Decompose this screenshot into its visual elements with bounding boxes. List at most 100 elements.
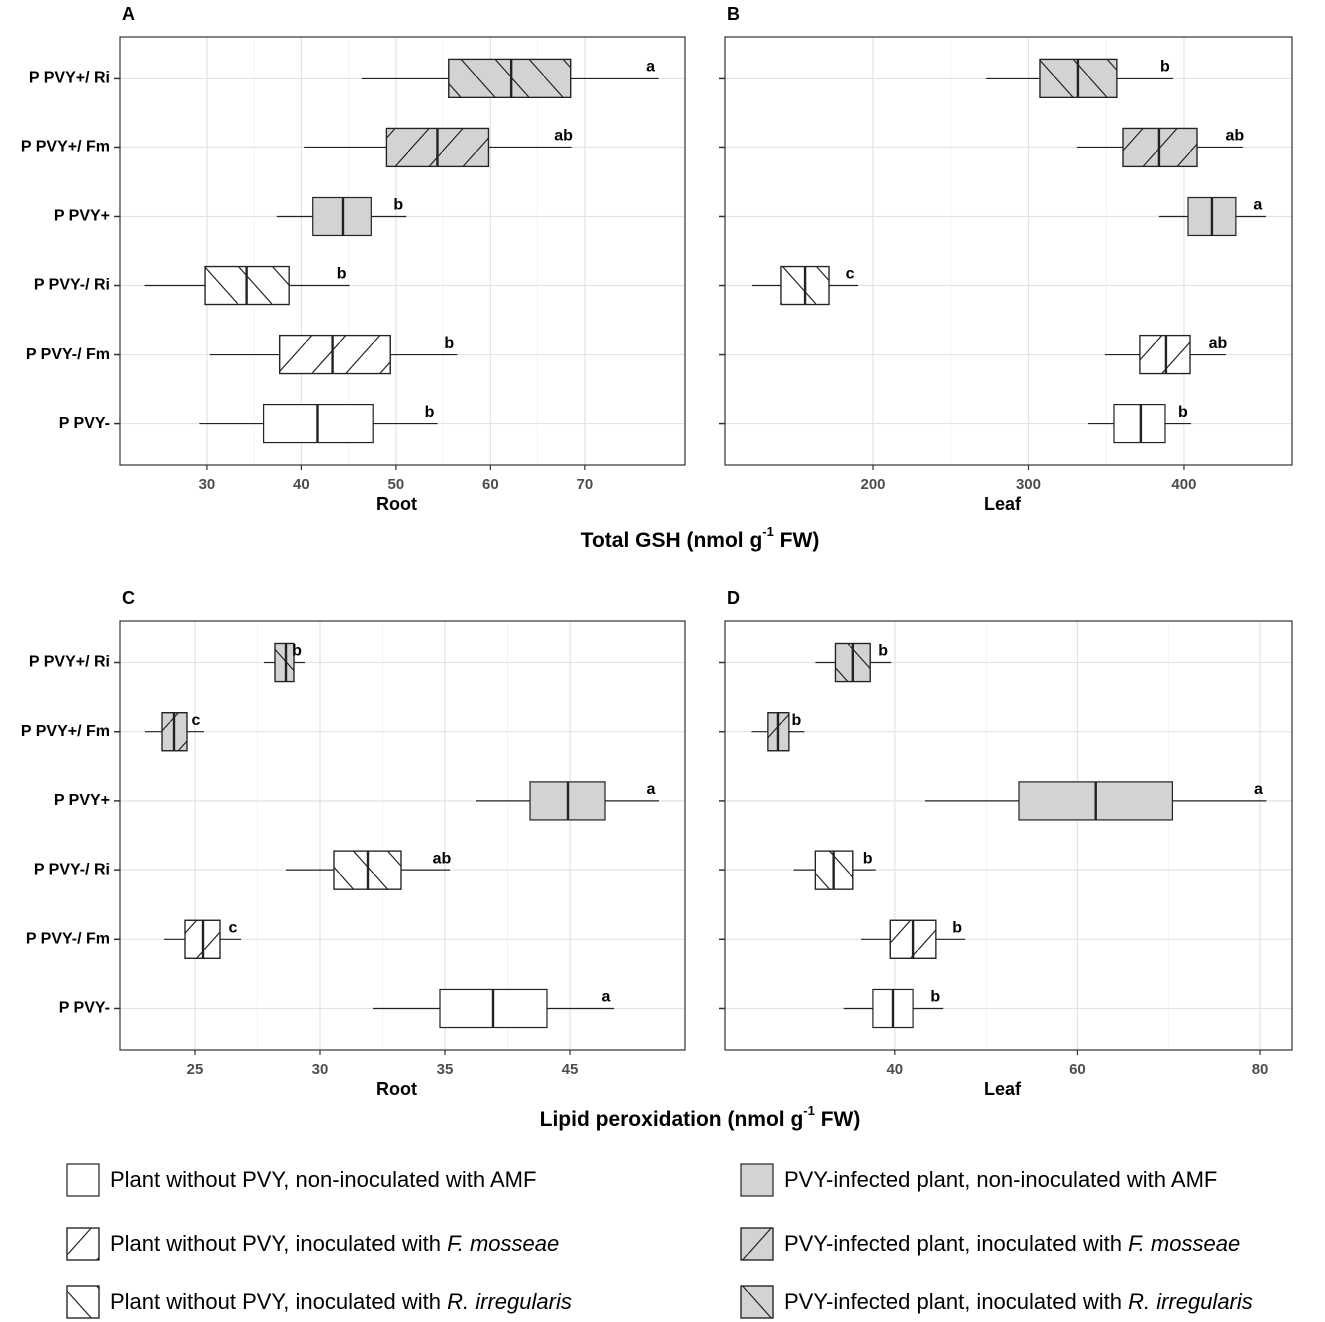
x-tick-label: 60 xyxy=(1069,1061,1086,1078)
legend-swatch xyxy=(66,1163,100,1197)
axis-title-sup: -1 xyxy=(803,1103,815,1118)
significance-letter: c xyxy=(192,712,201,729)
panel-border xyxy=(119,36,686,466)
x-axis-label: Leaf xyxy=(984,1079,1022,1099)
x-tick-label: 50 xyxy=(388,476,405,493)
legend-text: Plant without PVY, non-inoculated with A… xyxy=(110,1167,536,1192)
legend-hatch xyxy=(66,1227,100,1261)
significance-letter: b xyxy=(337,266,347,283)
y-tick-label: P PVY+ xyxy=(54,792,110,809)
axis-title-text: Lipid peroxidation (nmol g xyxy=(540,1108,804,1131)
legend-text: PVY-infected plant, inoculated with xyxy=(784,1289,1128,1314)
box-hatch xyxy=(279,334,391,375)
panel-letter: D xyxy=(727,588,740,608)
significance-letter: ab xyxy=(554,128,573,145)
legend-text: Plant without PVY, inoculated with xyxy=(110,1289,447,1314)
legend-text: PVY-infected plant, inoculated with xyxy=(784,1231,1128,1256)
significance-letter: a xyxy=(647,781,656,798)
legend-label: PVY-infected plant, inoculated with R. i… xyxy=(784,1289,1253,1314)
axis-title-tail: FW) xyxy=(815,1108,860,1131)
legend-label: Plant without PVY, inoculated with F. mo… xyxy=(110,1231,559,1256)
y-tick-label: P PVY-/ Ri xyxy=(34,277,110,294)
x-tick-label: 30 xyxy=(199,476,216,493)
x-axis-label: Root xyxy=(376,1079,417,1099)
significance-letter: b xyxy=(1160,59,1170,76)
significance-letter: b xyxy=(863,850,873,867)
panel-background xyxy=(120,621,685,1050)
x-tick-label: 45 xyxy=(562,1061,579,1078)
significance-letter: b xyxy=(792,712,802,729)
legend-text: Plant without PVY, inoculated with xyxy=(110,1231,447,1256)
significance-letter: a xyxy=(646,59,655,76)
x-tick-label: 300 xyxy=(1016,476,1041,493)
significance-letter: b xyxy=(952,920,962,937)
panel-letter: C xyxy=(122,588,135,608)
legend-label: Plant without PVY, non-inoculated with A… xyxy=(110,1167,536,1192)
y-tick-label: P PVY- xyxy=(59,415,110,432)
panel-letter: B xyxy=(727,4,740,24)
y-tick-label: P PVY-/ Fm xyxy=(26,346,110,363)
x-tick-label: 60 xyxy=(482,476,499,493)
box-hatch xyxy=(274,642,295,683)
x-tick-label: 80 xyxy=(1252,1061,1269,1078)
legend-species: R. irregularis xyxy=(447,1289,572,1314)
significance-letter: ab xyxy=(1226,128,1245,145)
x-tick-label: 200 xyxy=(860,476,885,493)
legend-hatch xyxy=(66,1285,100,1319)
significance-letter: c xyxy=(229,920,238,937)
panel-border xyxy=(724,620,1293,1051)
significance-letter: b xyxy=(1178,404,1188,421)
y-tick-label: P PVY+ xyxy=(54,208,110,225)
y-tick-label: P PVY+/ Ri xyxy=(29,70,110,87)
significance-letter: a xyxy=(1254,781,1263,798)
significance-letter: b xyxy=(878,643,888,660)
significance-letter: ab xyxy=(433,850,452,867)
y-tick-label: P PVY+/ Ri xyxy=(29,654,110,671)
legend-species: F. mosseae xyxy=(447,1231,559,1256)
box-hatch xyxy=(448,58,572,99)
axis-title-sup: -1 xyxy=(762,524,774,539)
x-tick-label: 30 xyxy=(312,1061,329,1078)
significance-letter: ab xyxy=(1209,335,1228,352)
x-tick-label: 400 xyxy=(1171,476,1196,493)
y-tick-label: P PVY- xyxy=(59,1000,110,1017)
significance-letter: b xyxy=(292,643,302,660)
y-tick-label: P PVY-/ Ri xyxy=(34,861,110,878)
legend-swatch xyxy=(740,1163,774,1197)
y-tick-label: P PVY+/ Fm xyxy=(21,723,110,740)
x-tick-label: 35 xyxy=(437,1061,454,1078)
axis-title-text: Total GSH (nmol g xyxy=(581,529,763,552)
significance-letter: b xyxy=(393,197,403,214)
axis-title: Lipid peroxidation (nmol g-1 FW) xyxy=(540,1103,861,1130)
legend-label: PVY-infected plant, non-inoculated with … xyxy=(784,1167,1217,1192)
box xyxy=(1113,403,1166,444)
significance-letter: a xyxy=(602,989,611,1006)
x-tick-label: 40 xyxy=(886,1061,903,1078)
y-tick-label: P PVY-/ Fm xyxy=(26,931,110,948)
axis-title: Total GSH (nmol g-1 FW) xyxy=(581,524,820,551)
legend-species: F. mosseae xyxy=(1128,1231,1240,1256)
significance-letter: c xyxy=(846,266,855,283)
significance-letter: b xyxy=(425,404,435,421)
legend-hatch xyxy=(740,1285,774,1319)
x-axis-label: Root xyxy=(376,494,417,514)
panel-background xyxy=(120,37,685,465)
panel-border xyxy=(119,620,686,1051)
x-tick-label: 40 xyxy=(293,476,310,493)
x-tick-label: 70 xyxy=(577,476,594,493)
axis-title-tail: FW) xyxy=(774,529,819,552)
legend-hatch xyxy=(740,1227,774,1261)
panel-background xyxy=(725,37,1292,465)
legend-label: PVY-infected plant, inoculated with F. m… xyxy=(784,1231,1240,1256)
legend-text: PVY-infected plant, non-inoculated with … xyxy=(784,1167,1217,1192)
x-axis-label: Leaf xyxy=(984,494,1022,514)
panel-background xyxy=(725,621,1292,1050)
panel-border xyxy=(724,36,1293,466)
y-tick-label: P PVY+/ Fm xyxy=(21,139,110,156)
legend-species: R. irregularis xyxy=(1128,1289,1253,1314)
significance-letter: b xyxy=(930,989,940,1006)
x-tick-label: 25 xyxy=(187,1061,204,1078)
legend-label: Plant without PVY, inoculated with R. ir… xyxy=(110,1289,572,1314)
significance-letter: a xyxy=(1253,197,1262,214)
